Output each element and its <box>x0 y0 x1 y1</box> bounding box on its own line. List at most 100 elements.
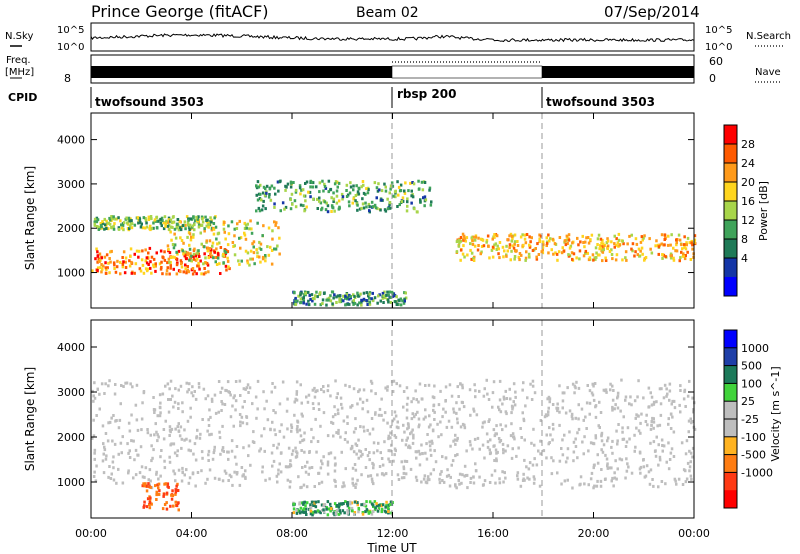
velocity-cell <box>316 440 320 443</box>
velocity-cell <box>485 432 489 436</box>
power-cell <box>686 236 690 240</box>
x-tick-label: 00:00 <box>75 527 107 540</box>
velocity-cell <box>164 384 167 388</box>
velocity-cell <box>445 425 449 429</box>
velocity-cell <box>691 396 694 400</box>
velocity-cell <box>227 479 230 482</box>
velocity-cell <box>456 417 459 421</box>
power-cell <box>130 219 133 223</box>
power-cell <box>503 249 506 253</box>
velocity-cell <box>688 379 691 383</box>
power-cell <box>192 216 195 220</box>
power-cell <box>516 240 519 243</box>
velocity-cell <box>244 387 247 391</box>
power-cell <box>403 189 406 193</box>
velocity-cell <box>672 455 676 458</box>
power-cell <box>244 249 248 253</box>
velocity-cell <box>299 434 303 438</box>
velocity-cell <box>483 479 487 483</box>
velocity-cell <box>295 508 298 512</box>
power-cell <box>166 266 169 270</box>
velocity-cell <box>365 398 369 402</box>
velocity-cell <box>489 438 492 442</box>
velocity-cell <box>194 397 198 401</box>
power-cell <box>258 197 262 201</box>
power-cell <box>473 244 477 248</box>
velocity-cell <box>498 398 502 402</box>
velocity-cell <box>575 380 578 384</box>
velocity-cell <box>117 426 121 430</box>
power-cell <box>660 242 663 246</box>
velocity-cell <box>495 432 498 436</box>
velocity-cell <box>154 422 157 426</box>
velocity-cell <box>165 491 169 495</box>
power-cell <box>371 205 374 209</box>
power-cell <box>125 216 128 220</box>
power-cell <box>192 257 196 261</box>
power-cell <box>160 260 163 264</box>
velocity-cell <box>127 469 130 473</box>
power-cell <box>493 235 496 239</box>
velocity-cell <box>219 452 222 456</box>
velocity-cell <box>288 485 292 489</box>
velocity-cell <box>647 386 651 390</box>
velocity-cell <box>606 462 609 466</box>
nave-label: Nave <box>755 67 781 78</box>
velocity-cell <box>620 458 624 462</box>
power-cell <box>305 180 309 184</box>
velocity-cell <box>356 402 359 406</box>
velocity-cell <box>428 440 431 444</box>
power-cell <box>688 241 691 245</box>
power-cell <box>391 184 395 188</box>
velocity-cell <box>93 457 96 461</box>
power-cell <box>253 262 256 266</box>
x-tick-label: 20:00 <box>578 527 610 540</box>
power-cell <box>271 229 274 233</box>
velocity-cell <box>221 446 225 450</box>
power-cell <box>357 186 360 190</box>
power-cell <box>599 237 603 241</box>
power-cell <box>261 204 265 208</box>
power-cell <box>513 257 516 261</box>
velocity-cell <box>670 447 674 451</box>
power-cell <box>333 209 336 213</box>
power-cell <box>159 249 163 253</box>
velocity-cell <box>346 504 350 508</box>
power-cell <box>392 292 396 296</box>
power-cell <box>183 250 187 254</box>
power-cell <box>352 188 355 192</box>
velocity-cell <box>638 451 642 455</box>
velocity-cell <box>556 471 559 475</box>
power-cell <box>224 237 227 241</box>
power-cell <box>368 300 371 304</box>
power-cell <box>297 294 300 298</box>
velocity-cell <box>436 422 439 426</box>
velocity-cell <box>596 479 599 483</box>
power-cell <box>682 252 685 256</box>
velocity-cell <box>186 419 190 423</box>
power-cell <box>677 233 681 237</box>
power-cell <box>238 262 241 266</box>
velocity-cell <box>359 450 363 454</box>
power-cell <box>243 233 247 237</box>
power-cell <box>226 250 230 254</box>
velocity-cell <box>403 459 407 463</box>
power-cell <box>200 215 204 219</box>
power-cell <box>630 247 633 251</box>
power-cell <box>255 248 258 252</box>
velocity-cell <box>197 382 201 386</box>
velocity-cell <box>314 500 318 504</box>
velocity-cell <box>599 411 603 414</box>
power-cell <box>224 264 228 268</box>
power-cell <box>321 298 325 302</box>
velocity-cell <box>414 475 418 479</box>
velocity-cell <box>108 465 111 468</box>
power-cell <box>219 272 222 275</box>
power-cell <box>511 244 514 248</box>
power-cell <box>406 197 409 201</box>
power-cell <box>112 261 116 265</box>
power-cell <box>691 247 694 251</box>
velocity-cell <box>662 396 666 400</box>
velocity-cell <box>405 438 408 442</box>
power-cell <box>545 236 548 240</box>
